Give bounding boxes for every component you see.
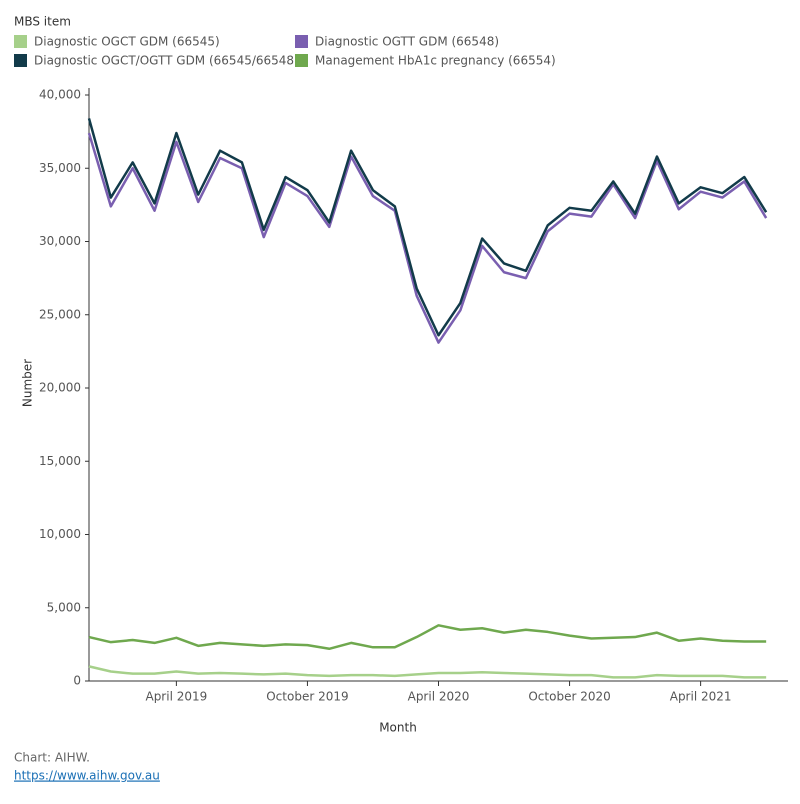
legend-title: MBS item [14,15,71,29]
legend-swatch [295,35,308,48]
y-tick-label: 20,000 [39,381,81,395]
legend-label: Diagnostic OGCT/OGTT GDM (66545/66548) [34,54,299,68]
credit: Chart: AIHW. [14,751,90,765]
y-tick-label: 15,000 [39,454,81,468]
y-tick-label: 30,000 [39,234,81,248]
x-tick-label: October 2019 [266,690,348,704]
series-line [87,132,768,344]
source-link[interactable]: https://www.aihw.gov.au [14,769,160,783]
series-line [88,624,767,651]
y-axis-label: Number [21,359,35,407]
legend-label: Diagnostic OGCT GDM (66545) [34,35,220,49]
series-line [88,665,767,679]
x-tick-label: April 2020 [408,690,470,704]
y-tick-label: 25,000 [39,307,81,321]
legend-swatch [295,54,308,67]
legend-swatch [14,35,27,48]
x-axis-label: Month [379,721,417,735]
y-tick-label: 5,000 [47,600,81,614]
x-tick-label: April 2021 [670,690,732,704]
legend-label: Diagnostic OGTT GDM (66548) [315,35,499,49]
y-tick-label: 40,000 [39,88,81,102]
y-tick-label: 0 [73,674,81,688]
legend-swatch [14,54,27,67]
x-tick-label: April 2019 [145,690,207,704]
x-tick-label: October 2020 [528,690,610,704]
y-tick-label: 10,000 [39,527,81,541]
y-tick-label: 35,000 [39,161,81,175]
series-line [87,118,768,337]
legend-label: Management HbA1c pregnancy (66554) [315,54,556,68]
